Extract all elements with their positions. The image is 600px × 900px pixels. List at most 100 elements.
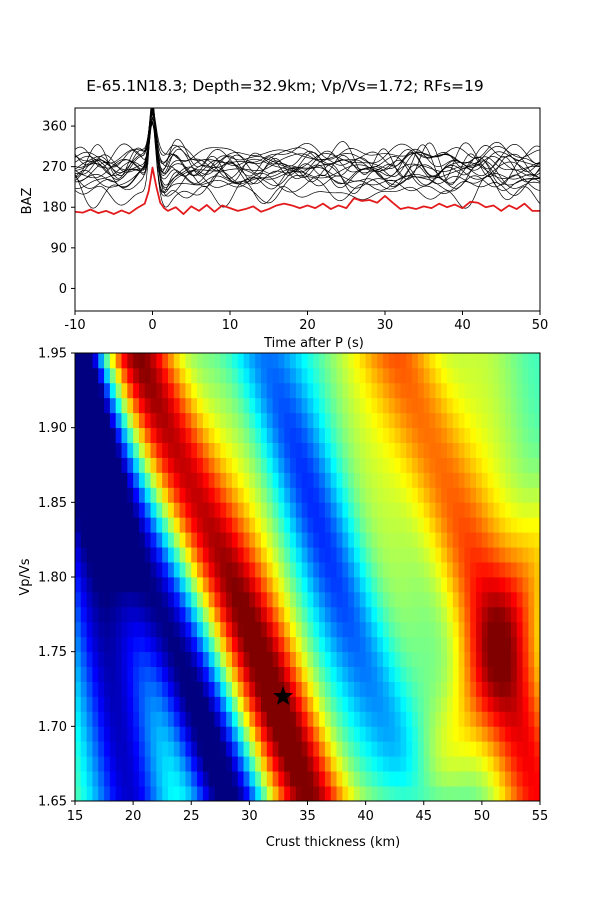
heatmap-cell — [499, 427, 506, 443]
heatmap-cell — [168, 771, 175, 787]
heatmap-cell — [127, 636, 134, 653]
heatmap-cell — [493, 666, 500, 682]
heatmap-cell — [179, 412, 186, 429]
heatmap-cell — [92, 606, 99, 623]
heatmap-cell — [458, 771, 465, 787]
heatmap-cell — [272, 621, 279, 638]
heatmap-cell — [388, 427, 396, 443]
heatmap-cell — [377, 382, 384, 399]
heatmap-cell — [499, 606, 506, 623]
heatmap-cell — [383, 472, 390, 488]
heatmap-cell — [470, 577, 477, 593]
heatmap-cell — [336, 442, 343, 458]
heatmap-cell — [138, 487, 146, 503]
heatmap-cell — [528, 636, 535, 653]
heatmap-cell — [505, 591, 512, 608]
heatmap-cell — [179, 532, 186, 548]
heatmap-cell — [301, 457, 308, 473]
heatmap-cell — [371, 547, 378, 563]
heatmap-cell — [185, 591, 192, 608]
heatmap-cell — [208, 457, 215, 473]
heatmap-cell — [179, 517, 186, 533]
heatmap-cell — [464, 786, 471, 802]
heatmap-cell — [290, 472, 297, 488]
heatmap-cell — [487, 621, 494, 638]
heatmap-cell — [319, 696, 326, 712]
heatmap-cell — [237, 577, 244, 593]
heatmap-cell — [417, 502, 425, 518]
heatmap-cell — [290, 771, 297, 787]
heatmap-cell — [226, 353, 233, 369]
heatmap-cell — [168, 577, 175, 593]
heatmap-cell — [133, 621, 140, 638]
heatmap-cell — [290, 367, 297, 384]
heatmap-cell — [324, 711, 332, 727]
heatmap-cell — [226, 786, 233, 802]
heatmap-cell — [476, 621, 483, 638]
heatmap-cell — [342, 621, 349, 638]
heatmap-cell — [98, 562, 105, 578]
heatmap-cell — [354, 771, 361, 787]
heatmap-cell — [441, 353, 448, 369]
heatmap-cell — [237, 606, 244, 623]
heatmap-cell — [522, 412, 529, 429]
heatmap-cell — [278, 651, 285, 667]
heatmap-cell — [109, 367, 117, 384]
heatmap-cell — [173, 606, 181, 623]
heatmap-cell — [487, 353, 494, 369]
heatmap-cell — [423, 621, 430, 638]
heatmap-cell — [261, 591, 268, 608]
chart-title: E-65.1N18.3; Depth=32.9km; Vp/Vs=1.72; R… — [86, 77, 484, 95]
heatmap-cell — [185, 651, 192, 667]
heatmap-cell — [336, 547, 343, 563]
heatmap-cell — [400, 353, 407, 369]
heatmap-cell — [295, 577, 303, 593]
heatmap-cell — [138, 382, 146, 399]
heatmap-cell — [156, 517, 163, 533]
heatmap-cell — [417, 442, 425, 458]
heatmap-cell — [150, 606, 157, 623]
heatmap-cell — [330, 681, 337, 697]
heatmap-cell — [104, 606, 111, 623]
heatmap-cell — [313, 681, 320, 697]
heatmap-cell — [487, 577, 494, 593]
heatmap-cell — [324, 532, 332, 548]
heatmap-cell — [185, 696, 192, 712]
heatmap-cell — [510, 636, 518, 653]
heatmap-cell — [435, 681, 442, 697]
heatmap-cell — [510, 427, 518, 443]
heatmap-cell — [243, 562, 250, 578]
heatmap-cell — [417, 621, 425, 638]
heatmap-cell — [231, 621, 239, 638]
heatmap-cell — [75, 442, 82, 458]
heatmap-cell — [324, 771, 332, 787]
heatmap-cell — [342, 636, 349, 653]
heatmap-cell — [476, 502, 483, 518]
heatmap-cell — [324, 756, 332, 772]
heatmap-cell — [447, 487, 454, 503]
heatmap-cell — [295, 786, 303, 802]
heatmap-cell — [377, 353, 384, 369]
heatmap-cell — [249, 756, 256, 772]
heatmap-cell — [528, 502, 535, 518]
heatmap-cell — [272, 651, 279, 667]
heatmap-cell — [75, 353, 82, 369]
heatmap-cell — [365, 666, 372, 682]
heatmap-cell — [435, 696, 442, 712]
heatmap-cell — [406, 726, 413, 742]
heatmap-cell — [330, 771, 337, 787]
heatmap-cell — [266, 591, 274, 608]
heatmap-cell — [261, 562, 268, 578]
heatmap-cell — [516, 502, 523, 518]
heatmap-cell — [191, 741, 198, 757]
heatmap-cell — [394, 651, 401, 667]
hk-stacking-panel: 15 20 25 30 35 40 45 50 55 1.651.701.751.801.851… — [18, 347, 548, 851]
heatmap-cell — [377, 367, 384, 384]
heatmap-cell — [249, 666, 256, 682]
heatmap-cell — [138, 696, 146, 712]
heatmap-cell — [330, 487, 337, 503]
heatmap-cell — [435, 711, 442, 727]
heatmap-cell — [313, 577, 320, 593]
heatmap-cell — [342, 577, 349, 593]
